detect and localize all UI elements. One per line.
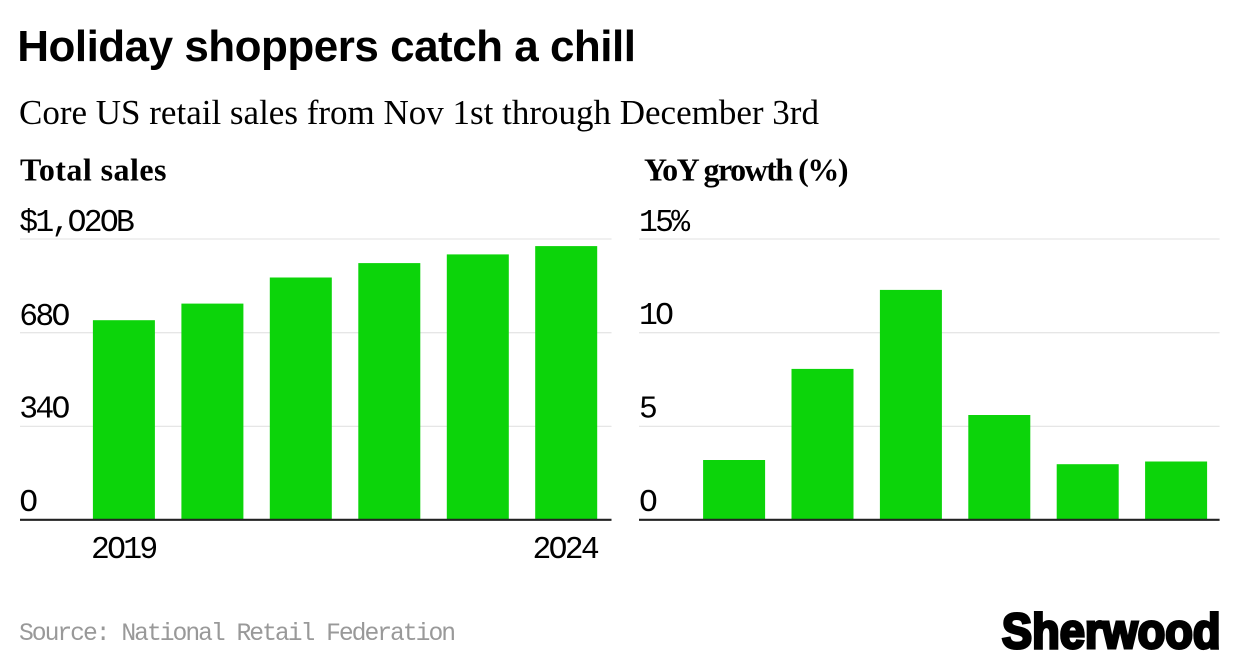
svg-text:68O: 68O [19,300,69,335]
svg-text:Total sales: Total sales [20,152,167,188]
svg-text:Source: National Retail Federa: Source: National Retail Federation [19,620,454,648]
svg-text:YoY growth (%): YoY growth (%) [644,152,848,188]
svg-text:2O19: 2O19 [91,533,156,568]
svg-text:2O24: 2O24 [533,533,599,568]
svg-text:O: O [19,486,37,521]
svg-text:O: O [639,486,657,521]
svg-text:Sherwood: Sherwood [1002,604,1221,659]
svg-text:34O: 34O [19,393,69,428]
svg-text:$1,O2OB: $1,O2OB [19,206,134,241]
svg-text:5: 5 [639,392,656,427]
svg-text:Holiday shoppers catch a chill: Holiday shoppers catch a chill [17,22,635,71]
svg-text:Core US retail sales from Nov: Core US retail sales from Nov 1st throug… [19,93,819,132]
svg-text:15%: 15% [639,206,690,241]
svg-text:1O: 1O [639,299,673,334]
